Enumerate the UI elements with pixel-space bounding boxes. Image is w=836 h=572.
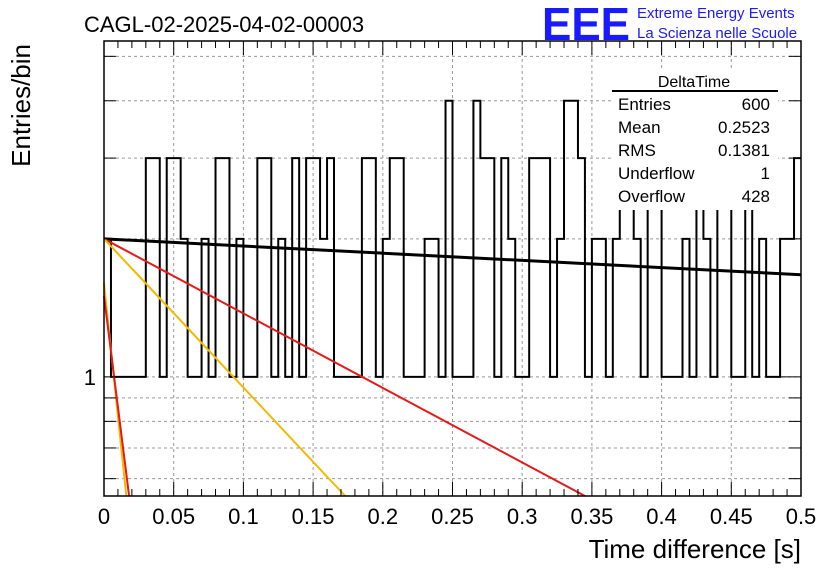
histogram <box>104 99 801 378</box>
x-tick-label: 0.35 <box>570 504 613 529</box>
fit-line-red <box>103 296 131 497</box>
x-tick-labels: 0 0.05 0.1 0.15 0.2 0.25 0.3 0.35 0.4 0.45 0.5 <box>98 504 816 529</box>
fit-line-black <box>103 237 802 277</box>
logo-line-2: La Scienza nelle Scuole <box>637 25 797 42</box>
stats-label: Overflow <box>618 187 686 206</box>
y-tick-labels: 1 <box>84 365 96 390</box>
x-tick-label: 0.15 <box>292 504 335 529</box>
y-tick-label: 1 <box>84 365 96 390</box>
stats-label: Underflow <box>618 164 695 183</box>
x-tick-label: 0 <box>98 504 110 529</box>
axis-ticks <box>103 41 802 496</box>
fit-line-red <box>103 237 586 497</box>
stats-title: DeltaTime <box>658 74 730 91</box>
y-axis-label: Entries/bin <box>6 44 36 167</box>
x-tick-label: 0.5 <box>786 504 817 529</box>
x-tick-label: 0.3 <box>507 504 538 529</box>
logo-line-1: Extreme Energy Events <box>637 5 795 22</box>
stats-label: Mean <box>618 118 661 137</box>
stats-label: Entries <box>618 95 671 114</box>
stats-label: RMS <box>618 141 656 160</box>
chart-title: CAGL-02-2025-04-02-00003 <box>84 12 364 37</box>
x-tick-label: 0.1 <box>228 504 259 529</box>
stats-rows: Entries 600 Mean 0.2523 RMS 0.1381 Underflow 1 O… <box>618 95 770 206</box>
x-tick-label: 0.25 <box>431 504 474 529</box>
histogram-steps <box>104 99 801 378</box>
stats-value: 428 <box>742 187 770 206</box>
fit-line-orange <box>103 238 346 497</box>
stats-box: DeltaTime Entries 600 Mean 0.2523 RMS 0.1381 U… <box>612 70 778 210</box>
x-tick-label: 0.05 <box>152 504 195 529</box>
x-tick-label: 0.45 <box>710 504 753 529</box>
x-tick-label: 0.4 <box>646 504 677 529</box>
stats-value: 0.1381 <box>718 141 770 160</box>
stats-value: 600 <box>742 95 770 114</box>
stats-value: 0.2523 <box>718 118 770 137</box>
x-axis-label: Time difference [s] <box>589 534 801 564</box>
eee-logo: EEE <box>542 0 630 50</box>
stats-box-background <box>612 70 778 210</box>
fit-lines <box>103 237 802 497</box>
stats-value: 1 <box>761 164 770 183</box>
x-tick-label: 0.2 <box>368 504 399 529</box>
